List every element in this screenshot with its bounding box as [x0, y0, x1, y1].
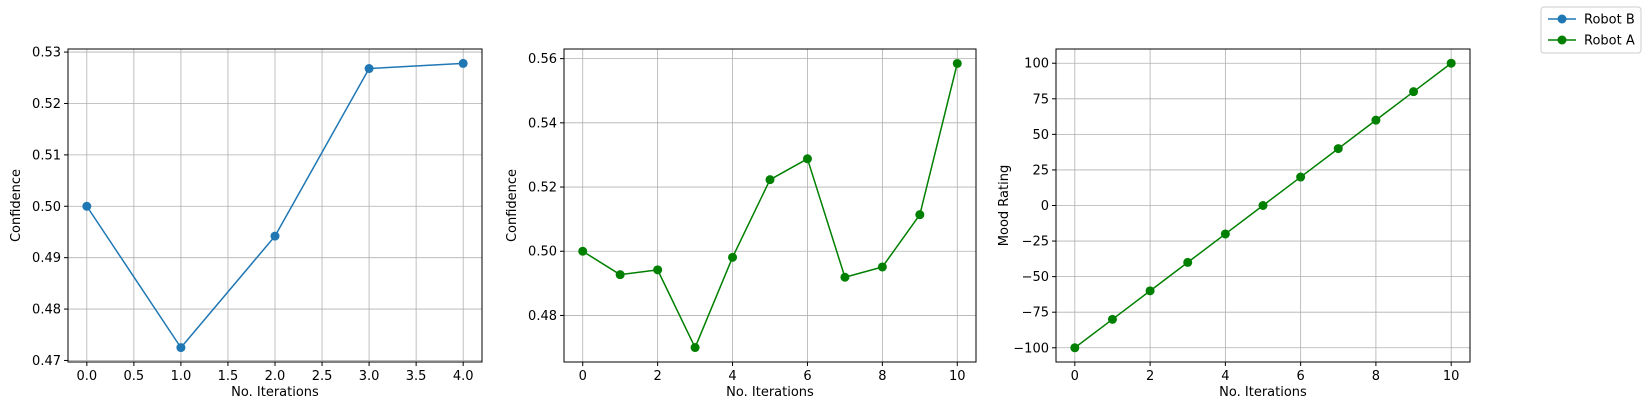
x-tick-label: 8 [1372, 369, 1380, 384]
y-tick-label: −25 [1022, 235, 1049, 250]
data-point [840, 272, 850, 282]
x-tick-label: 2.0 [265, 369, 286, 384]
y-tick-label: 0.47 [32, 354, 61, 369]
y-tick-label: 0.51 [32, 148, 61, 163]
x-axis-label: No. Iterations [726, 385, 814, 400]
y-axis-label: Mood Rating [997, 165, 1012, 246]
legend-marker-robot-a [1557, 35, 1567, 45]
x-tick-label: 4 [728, 369, 736, 384]
x-tick-label: 8 [878, 369, 886, 384]
data-point [270, 231, 280, 241]
data-point [802, 154, 812, 164]
data-point [82, 201, 92, 211]
x-tick-label: 6 [803, 369, 811, 384]
y-axis-label: Confidence [9, 169, 24, 242]
data-point [1371, 115, 1381, 125]
y-tick-label: 0.52 [528, 181, 557, 196]
data-point [1220, 229, 1230, 239]
data-point [1258, 201, 1268, 210]
legend: Robot B Robot A [1540, 6, 1642, 54]
data-point [1296, 172, 1306, 182]
y-tick-label: 0.50 [528, 245, 557, 260]
y-tick-label: −100 [1013, 341, 1049, 356]
x-tick-label: 10 [1443, 369, 1460, 384]
x-tick-label: 3.0 [359, 369, 380, 384]
plot-frame [563, 48, 977, 363]
x-tick-label: 2 [653, 369, 661, 384]
data-point [578, 246, 588, 256]
x-tick-label: 0 [1071, 369, 1079, 384]
x-tick-label: 2.5 [312, 369, 333, 384]
y-tick-label: 0.49 [32, 251, 61, 266]
x-tick-label: 4.0 [453, 369, 474, 384]
data-point [690, 343, 700, 353]
legend-label-robot-a: Robot A [1584, 34, 1635, 49]
data-point [877, 262, 887, 272]
legend-marker-robot-b [1557, 14, 1567, 24]
y-tick-label: −50 [1022, 270, 1049, 285]
y-tick-label: 50 [1032, 128, 1049, 143]
data-point [176, 343, 186, 353]
data-point [1107, 314, 1117, 324]
x-tick-label: 1.0 [171, 369, 192, 384]
data-point [364, 64, 374, 74]
data-point [458, 58, 468, 68]
x-tick-label: 2 [1146, 369, 1154, 384]
y-tick-label: 0.54 [528, 116, 557, 131]
y-tick-label: 0.56 [528, 52, 557, 67]
data-point [1145, 286, 1155, 296]
x-tick-label: 0.5 [124, 369, 145, 384]
data-point [615, 270, 625, 280]
data-point [1446, 58, 1456, 68]
y-tick-label: −75 [1022, 306, 1049, 321]
x-tick-label: 0 [579, 369, 587, 384]
y-tick-label: 100 [1024, 57, 1049, 72]
x-tick-label: 4 [1221, 369, 1229, 384]
data-point [728, 252, 738, 262]
y-tick-label: 25 [1032, 163, 1049, 178]
legend-entry-robot-b: Robot B [1548, 13, 1635, 28]
x-axis-label: No. Iterations [1219, 385, 1307, 400]
y-tick-label: 0.52 [32, 97, 61, 112]
y-tick-label: 0.48 [528, 309, 557, 324]
x-tick-label: 10 [949, 369, 966, 384]
y-tick-label: 75 [1032, 92, 1049, 107]
data-point [1333, 144, 1343, 154]
x-tick-label: 6 [1296, 369, 1304, 384]
legend-label-robot-b: Robot B [1584, 13, 1635, 28]
x-tick-label: 0.0 [76, 369, 97, 384]
x-tick-label: 3.5 [406, 369, 427, 384]
data-point [653, 265, 663, 275]
chart-panel-middle: 0 2 4 6 8 10 0.48 0.50 0.52 0.54 0.56 No. Iteration… [505, 48, 977, 400]
x-tick-label: 1.5 [218, 369, 239, 384]
data-point [765, 175, 775, 185]
y-tick-label: 0.53 [32, 46, 61, 61]
chart-panel-right: 0 2 4 6 8 10 −100 −75 −50 −25 0 25 50 75 100 No. Iterat… [997, 48, 1471, 400]
y-tick-label: 0 [1041, 199, 1049, 214]
data-point [952, 58, 962, 68]
x-axis-label: No. Iterations [231, 385, 319, 400]
data-point [1183, 257, 1193, 267]
data-point [1409, 87, 1419, 97]
y-axis-label: Confidence [505, 169, 520, 242]
data-point [1070, 343, 1080, 353]
y-tick-label: 0.48 [32, 303, 61, 318]
y-tick-label: 0.50 [32, 200, 61, 215]
data-point [915, 210, 925, 220]
chart-panel-left: 0.0 0.5 1.0 1.5 2.0 2.5 3.0 3.5 4.0 0.47 0.48 0.49 0… [9, 46, 483, 400]
legend-entry-robot-a: Robot A [1548, 34, 1635, 49]
series-line [582, 63, 959, 349]
